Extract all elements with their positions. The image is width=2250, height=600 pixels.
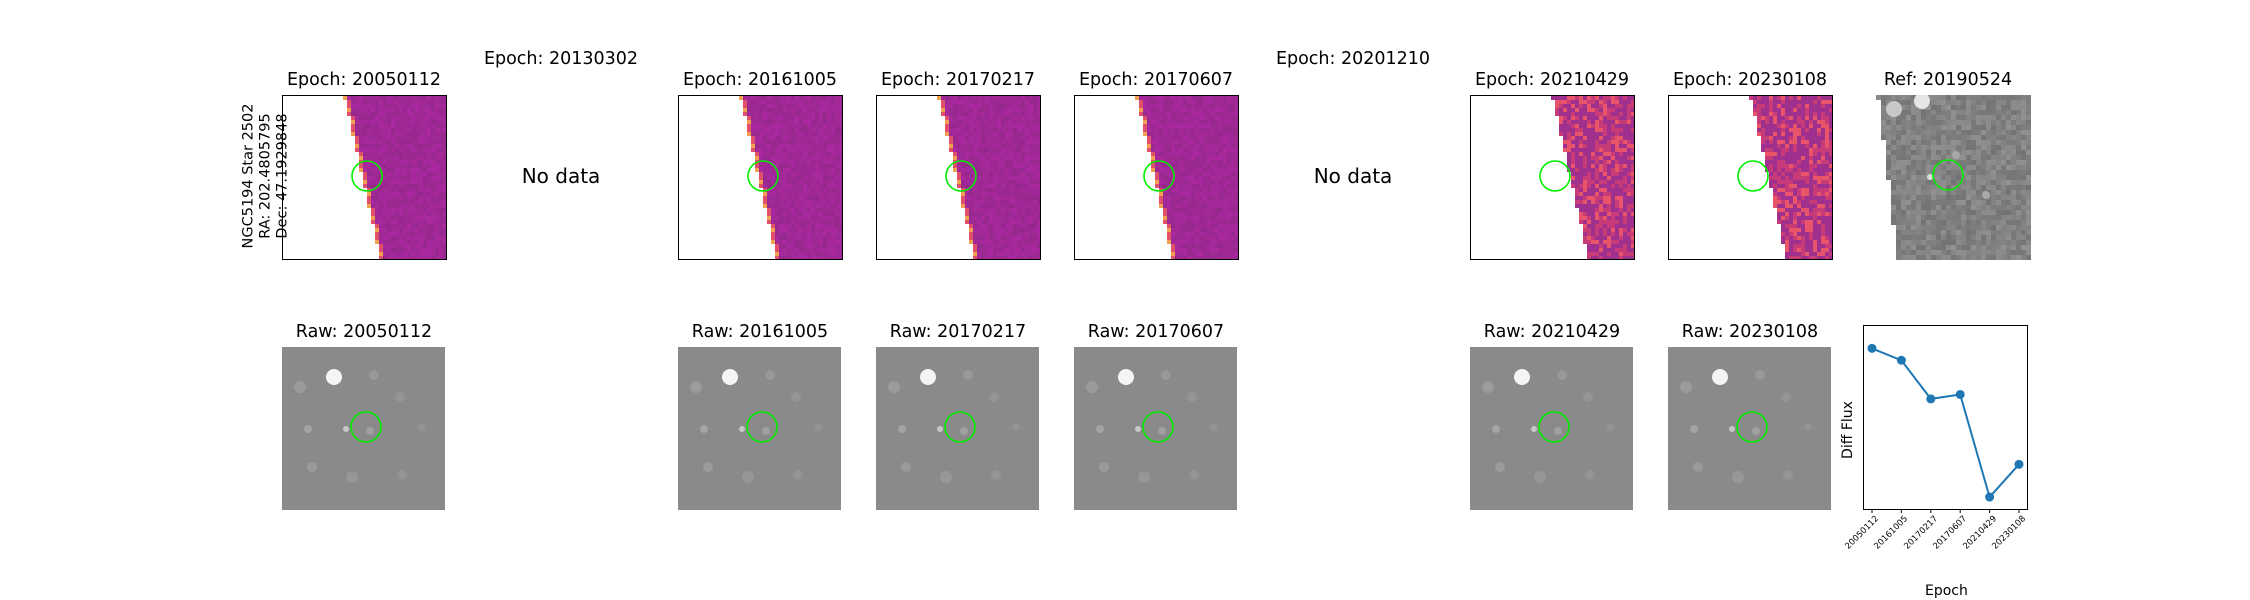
target-marker-circle (944, 411, 976, 443)
target-marker-circle (747, 160, 779, 192)
image-canvas (1866, 95, 2031, 260)
image-canvas (283, 96, 446, 259)
target-marker-circle (746, 411, 778, 443)
diff-panel-title: Epoch: 20161005 (682, 70, 838, 90)
image-canvas (876, 347, 1039, 510)
target-marker-circle (350, 411, 382, 443)
diff-panel-title: Epoch: 20210429 (1474, 70, 1630, 90)
data-point (1867, 343, 1877, 353)
image-canvas (1668, 347, 1831, 510)
raw-panel-title: Raw: 20210429 (1483, 322, 1621, 342)
light-curve-axes (1863, 325, 2028, 513)
diff-panel-title: Epoch: 20230108 (1672, 70, 1828, 90)
star-ra: RA: 202.4805795 (257, 113, 274, 239)
series-line (1871, 347, 2020, 500)
image-canvas (1669, 96, 1832, 259)
data-point (1926, 394, 1936, 404)
target-marker-circle (945, 160, 977, 192)
difference-image (1074, 95, 1239, 260)
raw-panel-title: Raw: 20161005 (691, 322, 829, 342)
raw-image (876, 347, 1041, 512)
star-dec: Dec: 47.1929848 (274, 113, 291, 239)
image-canvas (679, 96, 842, 259)
difference-image (1668, 95, 1833, 260)
y-axis-label: Diff Flux (1840, 401, 1856, 459)
star-name: NGC5194 Star 2502 (240, 103, 257, 249)
image-canvas (678, 347, 841, 510)
data-point (2014, 459, 2024, 469)
diff-panel-title: Epoch: 20170607 (1078, 70, 1234, 90)
image-canvas (1471, 96, 1634, 259)
target-marker-circle (1736, 411, 1768, 443)
target-marker-circle (1539, 160, 1571, 192)
image-canvas (282, 347, 445, 510)
raw-image (282, 347, 447, 512)
diff-panel-title: Epoch: 20170217 (880, 70, 1036, 90)
difference-image (876, 95, 1041, 260)
difference-image (282, 95, 447, 260)
diff-panel-title: Epoch: 20201210 (1275, 49, 1431, 69)
raw-image (1074, 347, 1239, 512)
raw-image (1668, 347, 1833, 512)
raw-image (678, 347, 843, 512)
image-canvas (1074, 347, 1237, 510)
target-marker-circle (1932, 159, 1964, 191)
target-marker-circle (351, 160, 383, 192)
raw-image (1470, 347, 1635, 512)
light-curve-plot (1867, 343, 2024, 513)
image-canvas (877, 96, 1040, 259)
diff-panel-title: Epoch: 20130302 (483, 49, 639, 69)
diff-panel-title: Epoch: 20050112 (286, 70, 442, 90)
no-data-message: No data (1313, 164, 1393, 188)
target-marker-circle (1143, 160, 1175, 192)
raw-panel-title: Raw: 20170607 (1087, 322, 1225, 342)
raw-panel-title: Raw: 20170217 (889, 322, 1027, 342)
star-label: NGC5194 Star 2502 RA: 202.4805795 Dec: 4… (241, 104, 292, 249)
data-point (1955, 389, 1965, 399)
x-axis-label: Epoch (1925, 583, 1968, 599)
target-marker-circle (1538, 411, 1570, 443)
data-point (1985, 492, 1995, 502)
target-marker-circle (1737, 160, 1769, 192)
image-canvas (1075, 96, 1238, 259)
raw-panel-title: Raw: 20230108 (1681, 322, 1819, 342)
data-point (1896, 355, 1906, 365)
difference-image (1470, 95, 1635, 260)
target-marker-circle (1142, 411, 1174, 443)
no-data-message: No data (521, 164, 601, 188)
image-canvas (1470, 347, 1633, 510)
diff-panel-title: Ref: 20190524 (1883, 70, 2013, 90)
reference-image (1866, 95, 2031, 260)
raw-panel-title: Raw: 20050112 (295, 322, 433, 342)
difference-image (678, 95, 843, 260)
